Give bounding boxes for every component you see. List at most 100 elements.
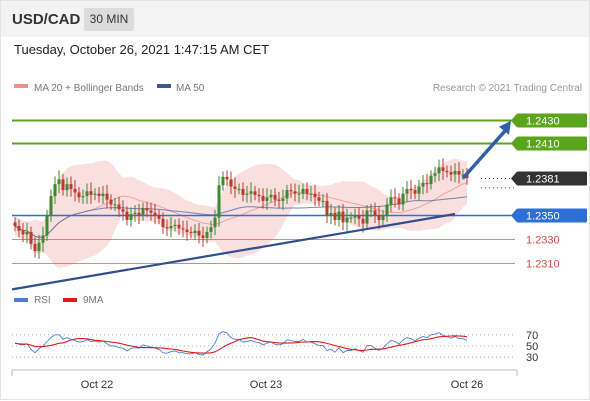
candle-body — [285, 190, 289, 199]
candle-body — [317, 197, 321, 201]
candle-body — [209, 227, 213, 232]
candle-body — [381, 215, 385, 220]
x-tick-oct22: Oct 22 — [81, 379, 113, 391]
candle-body — [313, 193, 317, 198]
resistance-label-0: 1.2430 — [526, 116, 560, 128]
rsi-level-label-1: 50 — [526, 341, 538, 353]
candle-body — [213, 217, 217, 228]
candle-body — [101, 193, 105, 197]
rsi-line — [14, 330, 468, 356]
candle-body — [401, 193, 405, 205]
current-price-label: 1.2381 — [526, 174, 560, 186]
pivot-pointer-3 — [511, 208, 517, 223]
candle-body — [461, 174, 465, 176]
candle-body — [105, 193, 109, 200]
candle-body — [229, 179, 233, 187]
candle-body — [349, 217, 353, 219]
candle-body — [465, 174, 469, 179]
candle-body — [433, 173, 437, 176]
candle-body — [145, 208, 149, 211]
current-price-pointer — [511, 171, 517, 186]
candle-body — [329, 212, 333, 216]
candle-body — [89, 191, 93, 195]
candle-body — [189, 231, 193, 234]
candle-body — [177, 224, 181, 229]
top-bar: USD/CAD 30 MIN — [1, 1, 589, 37]
candle-body — [217, 185, 221, 218]
candle-body — [153, 212, 157, 216]
candle-body — [325, 200, 329, 216]
candle-body — [421, 182, 425, 187]
support-trendline — [11, 212, 456, 291]
candle-body — [121, 209, 125, 212]
support-label-5: 1.2310 — [526, 259, 560, 271]
interval-button[interactable]: 30 MIN — [84, 8, 134, 31]
support-label-4: 1.2330 — [526, 235, 560, 247]
candle-body — [389, 197, 393, 205]
candle-body — [457, 170, 461, 175]
candle-body — [61, 179, 65, 191]
candle-body — [245, 193, 249, 195]
candle-body — [65, 184, 69, 191]
candle-body — [305, 188, 309, 194]
candle-body — [185, 229, 189, 232]
candle-body — [193, 230, 197, 234]
candle-body — [385, 204, 389, 216]
candle-body — [361, 218, 365, 224]
candle-body — [333, 212, 337, 220]
candle-body — [165, 227, 169, 229]
candle-body — [445, 170, 449, 173]
candle-body — [309, 193, 313, 195]
candle-body — [261, 196, 265, 201]
candle-body — [53, 184, 57, 197]
candle-body — [33, 243, 37, 252]
candle-body — [205, 231, 209, 238]
candle-body — [369, 210, 373, 212]
candle-body — [365, 210, 369, 224]
candle-body — [449, 172, 453, 175]
candle-body — [29, 231, 33, 244]
legend-swatch-ma50 — [157, 84, 171, 88]
candle-body — [289, 190, 293, 192]
rsi-level-label-2: 30 — [526, 352, 538, 364]
pivot-badge-3 — [517, 208, 587, 223]
legend-swatch-ma20 — [14, 84, 28, 88]
candle-body — [397, 198, 401, 205]
resistance-badge-0 — [517, 113, 587, 128]
candle-body — [69, 184, 73, 189]
resistance-pointer-0 — [511, 113, 517, 128]
candle-body — [281, 198, 285, 201]
forecast-arrowhead — [499, 120, 511, 135]
candle-body — [269, 194, 273, 198]
candle-body — [233, 186, 237, 189]
pivot-label-3: 1.2350 — [526, 211, 560, 223]
candle-body — [57, 179, 61, 185]
current-price-badge — [517, 171, 587, 186]
candle-body — [225, 176, 229, 180]
candle-body — [117, 204, 121, 210]
candle-body — [337, 211, 341, 220]
candle-body — [321, 200, 325, 202]
x-tick-oct23: Oct 23 — [250, 379, 282, 391]
legend-rsi: RSI — [34, 295, 51, 306]
symbol-title: USD/CAD — [12, 11, 81, 28]
rsi-level-label-0: 70 — [526, 330, 538, 342]
candle-body — [129, 214, 133, 220]
candle-body — [45, 215, 49, 236]
candle-body — [97, 193, 101, 197]
candle-body — [353, 215, 357, 218]
candle-body — [293, 191, 297, 194]
candle-body — [21, 230, 25, 235]
resistance-badge-1 — [517, 136, 587, 151]
x-tick-oct26: Oct 26 — [451, 379, 483, 391]
candle-body — [273, 194, 277, 200]
candle-body — [409, 188, 413, 191]
candle-body — [173, 224, 177, 226]
candle-body — [137, 212, 141, 216]
resistance-label-1: 1.2410 — [526, 139, 560, 151]
candle-body — [113, 204, 117, 206]
candle-body — [257, 194, 261, 197]
candle-body — [429, 175, 433, 185]
candle-body — [341, 211, 345, 223]
